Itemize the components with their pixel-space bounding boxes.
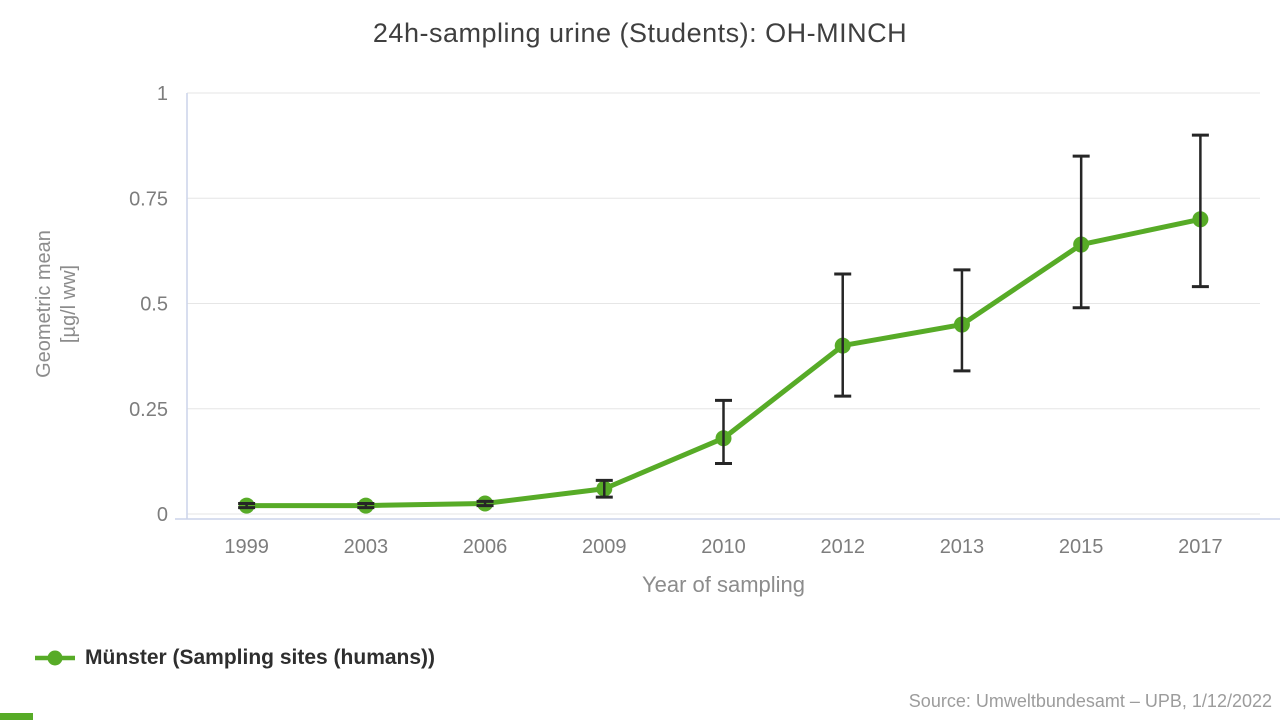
legend-label: Münster (Sampling sites (humans)) — [85, 646, 436, 669]
y-axis-title-line2: [µg/l ww] — [58, 264, 80, 344]
y-tick-label: 1 — [157, 83, 168, 105]
x-tick-label: 2006 — [463, 536, 508, 558]
x-tick-label: 1999 — [224, 536, 269, 558]
y-tick-label: 0.75 — [129, 188, 168, 210]
chart-title: 24h-sampling urine (Students): OH-MINCH — [372, 18, 908, 48]
x-axis-title: Year of sampling — [641, 572, 806, 597]
x-tick-label: 2009 — [582, 536, 627, 558]
y-tick-label: 0 — [157, 504, 168, 526]
x-tick-label: 2015 — [1059, 536, 1104, 558]
y-tick-label: 0.25 — [129, 399, 168, 421]
x-tick-label: 2013 — [940, 536, 985, 558]
x-tick-label: 2003 — [344, 536, 389, 558]
legend-item-munster[interactable]: Münster (Sampling sites (humans)) — [33, 646, 435, 670]
x-tick-label: 2012 — [820, 536, 865, 558]
bottom-left-accent-bar — [0, 713, 33, 720]
legend-line-marker-icon — [35, 650, 75, 666]
x-tick-label: 2017 — [1178, 536, 1223, 558]
y-axis-title-line1: Geometric mean — [33, 230, 55, 378]
y-tick-label: 0.5 — [140, 294, 168, 316]
x-tick-label: 2010 — [701, 536, 746, 558]
source-attribution: Source: Umweltbundesamt – UPB, 1/12/2022 — [908, 691, 1272, 711]
